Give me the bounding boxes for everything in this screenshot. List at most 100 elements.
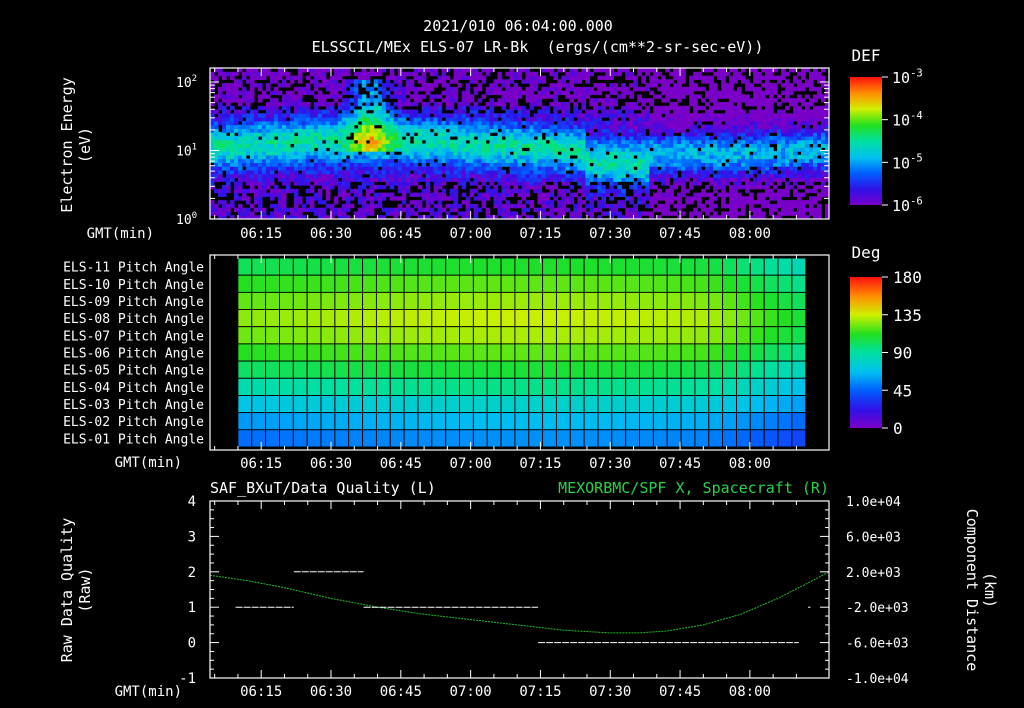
spectrogram-cell [797,113,802,118]
spectrogram-cell [701,105,706,111]
spectrogram-cell [761,147,766,152]
spectrogram-cell [285,139,291,145]
spectrogram-cell [413,203,419,209]
spectrogram-cell [481,68,487,73]
spectrogram-cell [769,169,774,175]
spectrogram-cell [437,109,443,114]
spectrogram-cell [293,98,299,103]
spectrogram-cell [709,215,714,219]
spectrogram-cell [238,181,243,186]
spectrogram-cell [773,177,778,182]
spectrogram-cell [729,117,734,122]
spectrogram-cell [721,185,726,190]
spectrogram-cell [505,147,511,152]
spectrogram-cell [325,181,331,186]
spectrogram-cell [457,143,463,148]
spectrogram-cell [633,128,638,133]
spectrogram-cell [417,117,423,122]
spectrogram-cell [809,113,814,118]
spectrogram-cell [605,120,610,126]
spectrogram-cell [697,169,702,175]
spectrogram-cell [525,117,531,122]
spectrogram-cell [241,143,247,148]
spectrogram-cell [661,151,666,156]
spectrogram-cell [285,151,291,156]
spectrogram-cell [273,188,279,194]
spectrogram-cell [289,147,295,152]
spectrogram-cell [357,128,363,133]
spectrogram-cell [249,117,255,122]
spectrogram-cell [381,143,387,148]
spectrogram-cell [685,162,690,167]
spectrogram-cell [317,124,323,129]
spectrogram-cell [425,113,431,118]
spectrogram-cell [373,166,379,171]
spectrogram-cell [629,158,634,163]
spectrogram-cell [281,211,287,216]
spectrogram-cell [733,200,738,205]
spectrogram-cell [717,162,722,167]
spectrogram-cell [461,94,467,99]
spectrogram-cell [565,173,570,179]
spectrogram-cell [733,185,738,190]
spectrogram-cell [605,166,610,171]
spectrogram-cell [729,120,734,126]
spectrogram-cell [421,169,427,175]
spectrogram-cell [309,162,315,167]
spectrogram-cell [717,124,722,129]
spectrogram-cell [501,215,507,219]
spectrogram-cell [238,147,243,152]
spectrogram-cell [405,102,411,107]
spectrogram-cell [509,162,515,167]
spectrogram-cell [393,117,399,122]
spectrogram-cell [741,128,746,133]
spectrogram-cell [269,211,275,216]
spectrogram-cell [661,207,666,213]
spectrogram-cell [230,135,235,141]
spectrogram-cell [437,166,443,171]
spectrogram-cell [565,75,570,80]
spectrogram-cell [661,211,666,216]
spectrogram-cell [729,162,734,167]
spectrogram-cell [737,75,742,80]
spectrogram-cell [561,135,566,141]
spectrogram-cell [234,143,239,148]
spectrogram-cell [729,75,734,80]
spectrogram-cell [805,143,810,148]
spectrogram-cell [705,68,710,73]
pitch-angle-cell [375,274,391,293]
spectrogram-cell [497,139,503,145]
spectrogram-cell [757,105,762,111]
spectrogram-cell [601,113,606,118]
spectrogram-cell [773,68,778,73]
spectrogram-cell [697,128,702,133]
spectrogram-cell [313,102,319,107]
spectrogram-cell [365,177,371,182]
spectrogram-cell [253,124,259,129]
spectrogram-cell [389,162,395,167]
spectrogram-cell [317,128,323,133]
spectrogram-cell [461,215,467,219]
spectrogram-cell [577,120,582,126]
spectrogram-cell [633,211,638,216]
spectrogram-cell [317,68,323,73]
spectrogram-cell [701,158,706,163]
spectrogram-cell [297,105,303,111]
spectrogram-cell [665,192,670,197]
spectrogram-cell [333,162,339,167]
spectrogram-cell [477,162,483,167]
spectrogram-cell [497,102,503,107]
spectrogram-cell [813,200,818,205]
spectrogram-cell [417,154,423,160]
spectrogram-cell [601,109,606,114]
spectrogram-cell [401,71,407,77]
spectrogram-cell [238,124,243,129]
spectrogram-cell [525,143,531,148]
spectrogram-cell [277,147,283,152]
spectrogram-cell [609,185,614,190]
spectrogram-cell [709,200,714,205]
spectrogram-cell [573,177,578,182]
spectrogram-cell [277,200,283,205]
spectrogram-cell [325,135,331,141]
spectrogram-cell [301,151,307,156]
